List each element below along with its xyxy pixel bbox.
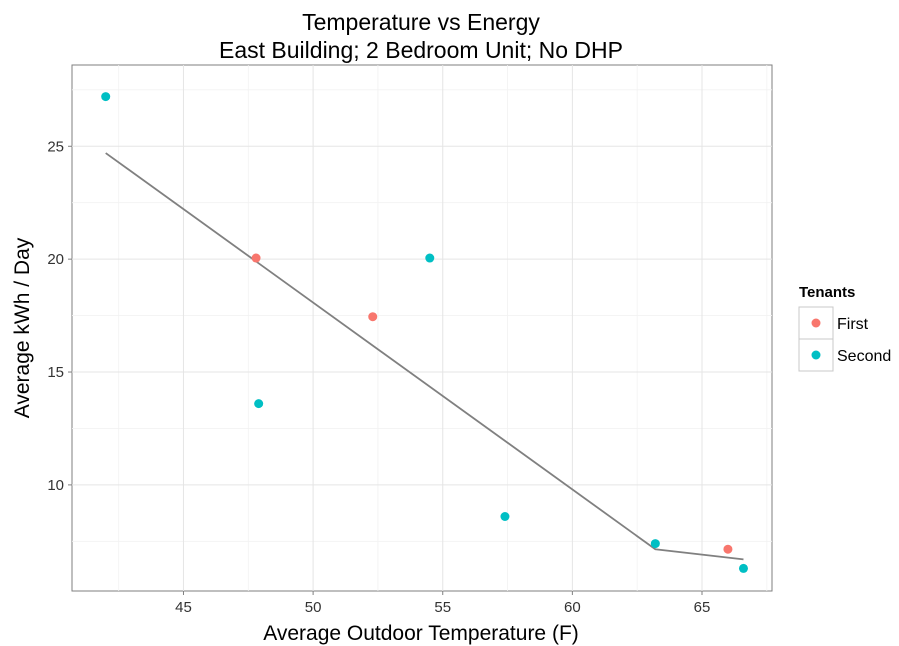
legend-label-second: Second [837,348,891,365]
data-point-first [723,544,733,554]
x-tick-label: 50 [305,599,322,616]
trend-line [105,152,744,561]
legend-marker-second [811,350,821,360]
chart-title: Temperature vs Energy [302,9,540,35]
x-tick-label: 65 [694,599,711,616]
legend-marker-first [811,318,821,328]
x-tick-label: 45 [175,599,192,616]
data-points [101,92,748,573]
legend: Tenants First Second [798,284,891,372]
y-tick-label: 15 [47,364,64,381]
trend-line-layer [105,152,744,561]
y-tick-label: 10 [47,477,64,494]
x-tick-label: 60 [564,599,581,616]
data-point-second [425,253,435,263]
data-point-second [254,399,264,409]
legend-label-first: First [837,316,869,333]
x-axis-title: Average Outdoor Temperature (F) [263,622,579,645]
major-gridlines [72,65,772,591]
data-point-second [738,563,748,573]
data-point-first [251,253,261,263]
y-axis-title: Average kWh / Day [11,237,34,418]
y-tick-label: 25 [47,138,64,155]
legend-title: Tenants [799,284,855,301]
y-tick-label: 20 [47,251,64,268]
data-point-second [500,512,510,522]
y-axis-ticks: 10 15 20 25 [47,138,72,494]
minor-gridlines [72,65,772,591]
x-axis-ticks: 45 50 55 60 65 [175,591,710,616]
data-point-first [368,312,378,322]
data-point-second [650,539,660,549]
data-point-second [101,92,111,102]
x-tick-label: 55 [434,599,451,616]
plot-panel [71,64,773,592]
chart-subtitle: East Building; 2 Bedroom Unit; No DHP [219,37,623,63]
